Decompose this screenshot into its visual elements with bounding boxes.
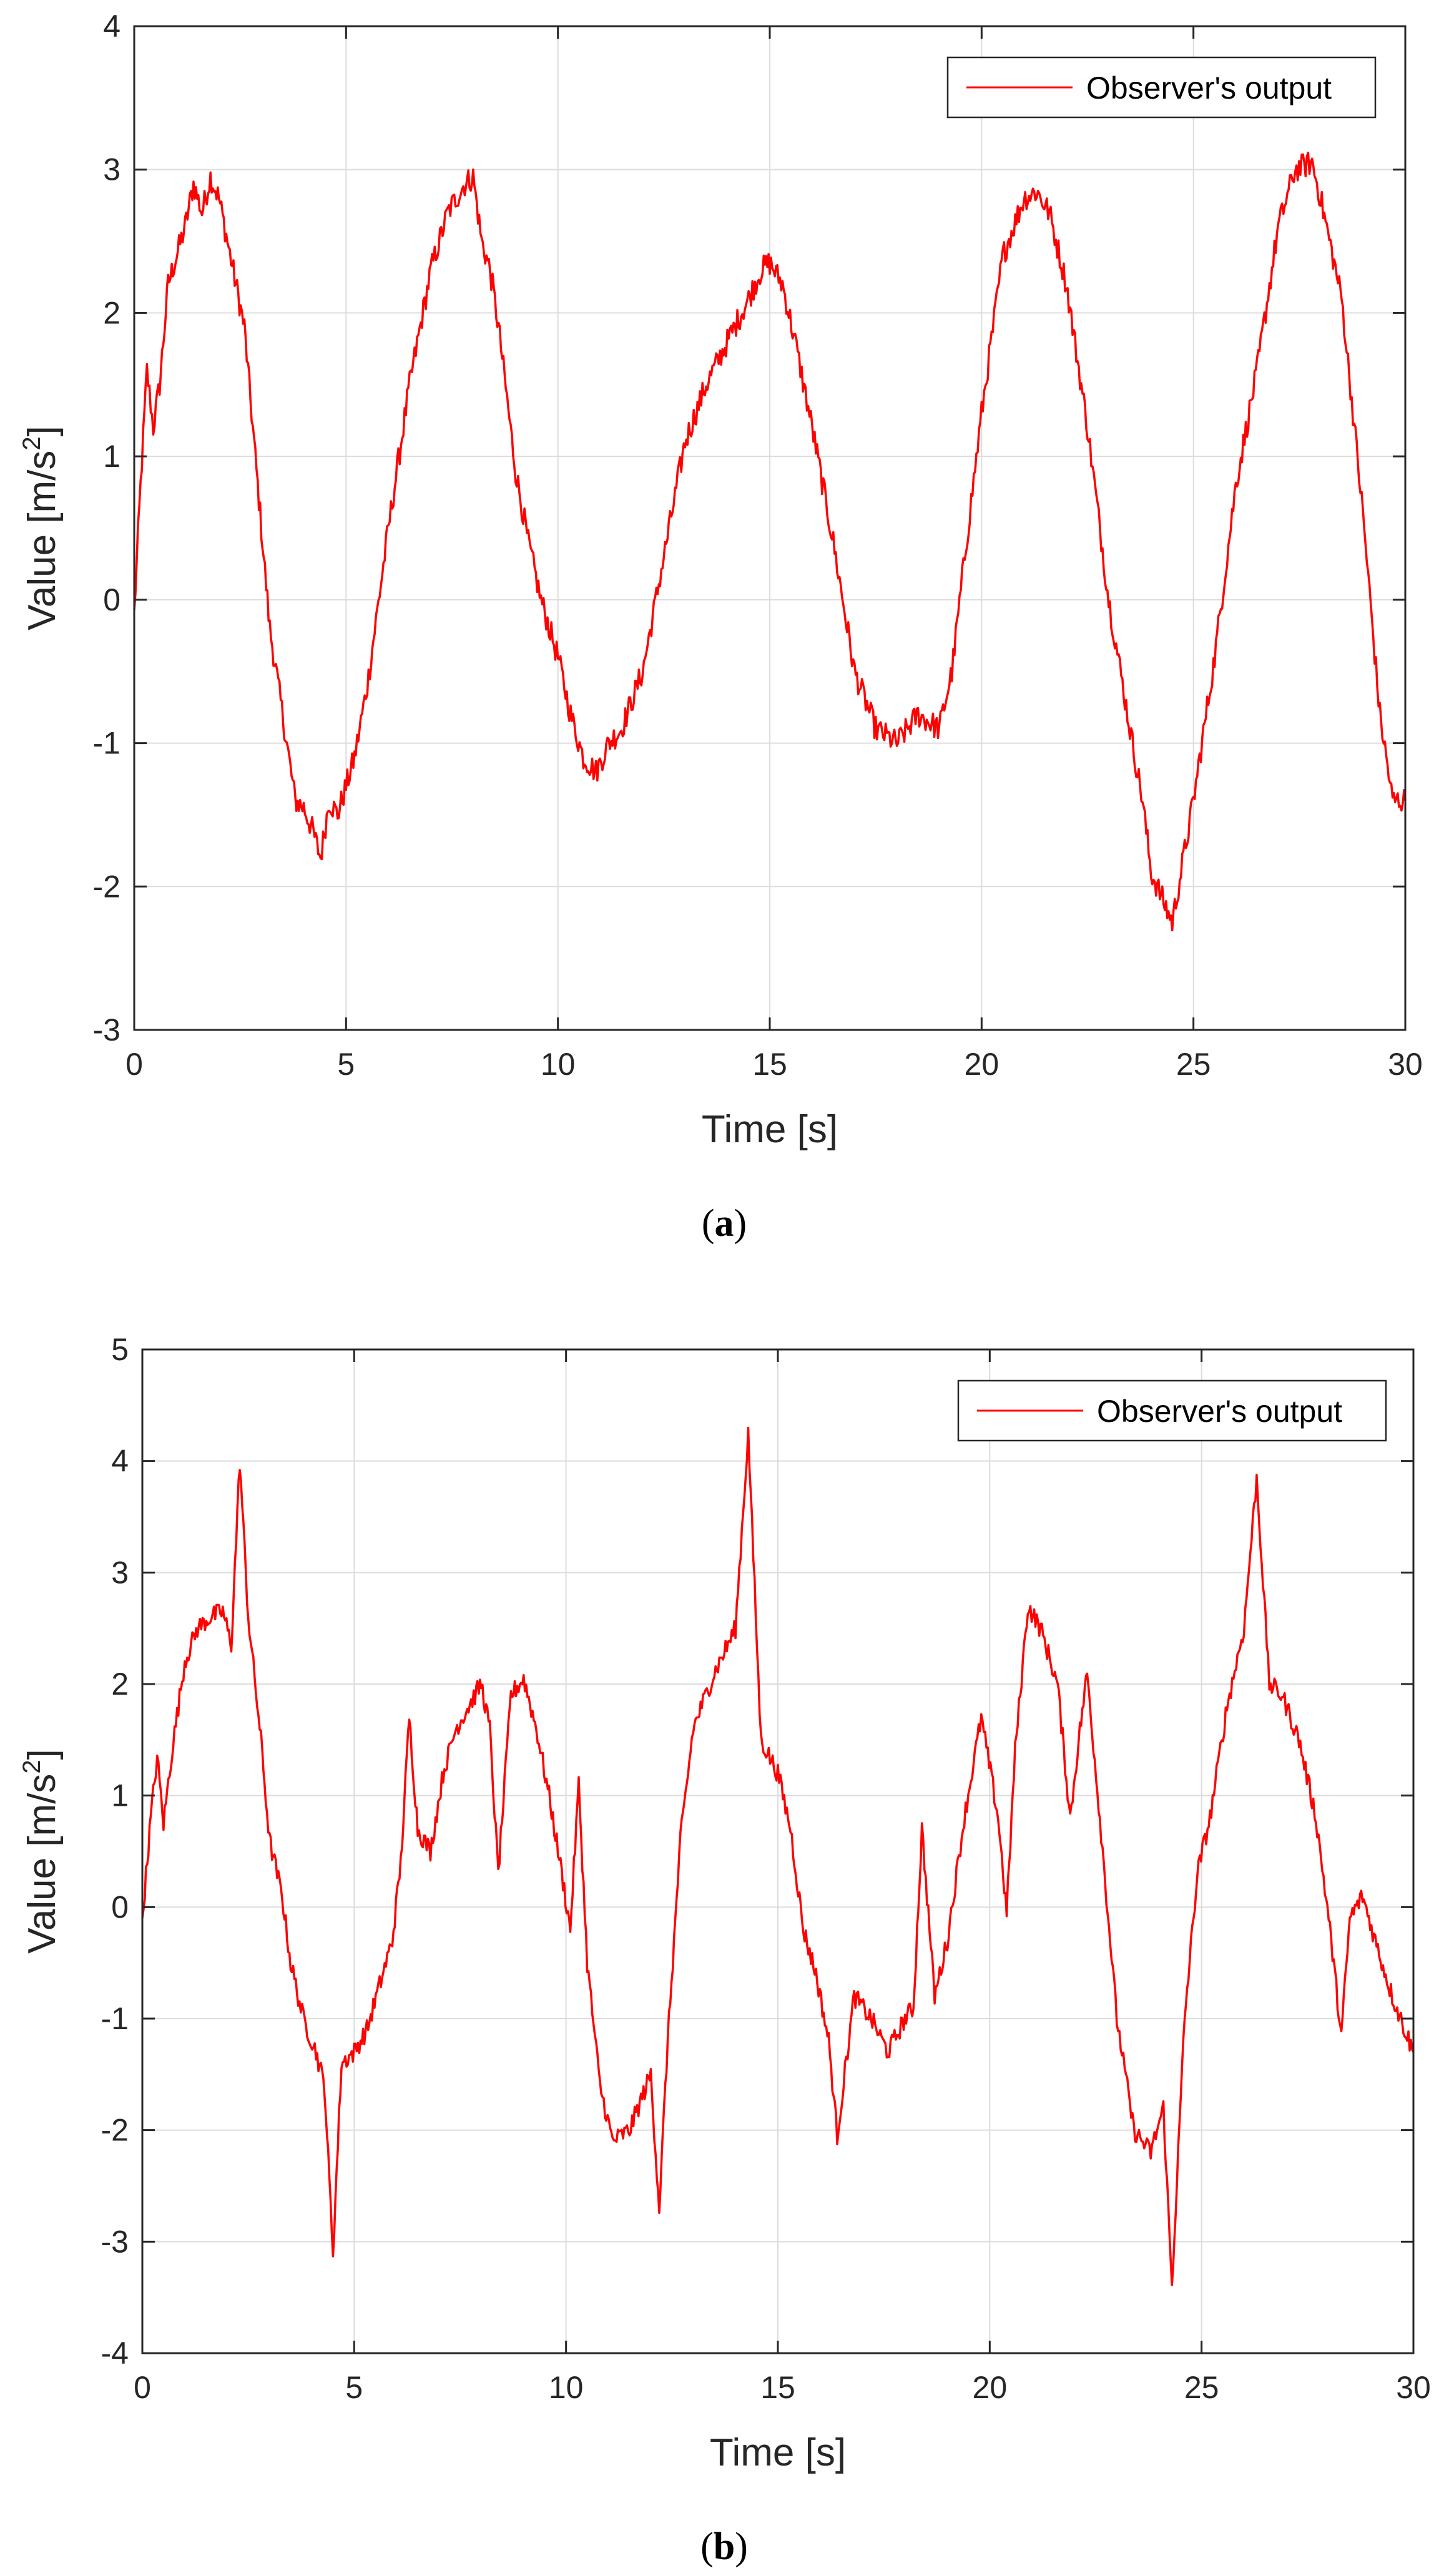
chart-a-x-tick-label: 0 — [125, 1047, 143, 1082]
chart-a-x-tick-label: 25 — [1176, 1047, 1211, 1082]
chart-a-caption: (a) — [702, 1202, 747, 1245]
chart-a-x-tick-label: 10 — [541, 1047, 576, 1082]
chart-b-x-tick-label: 0 — [134, 2370, 151, 2405]
chart-b-y-tick-label: -2 — [101, 2113, 129, 2148]
chart-b-y-tick-label: -1 — [101, 2001, 129, 2036]
chart-b-x-tick-label: 30 — [1396, 2370, 1431, 2405]
chart-a-x-tick-label: 30 — [1388, 1047, 1423, 1082]
chart-a-y-tick-label: 0 — [103, 582, 120, 617]
chart-a-caption-letter: a — [715, 1202, 734, 1245]
chart-b-y-tick-label: 3 — [111, 1555, 129, 1590]
chart-a-y-tick-label: -3 — [93, 1012, 120, 1047]
chart-a-y-tick-label: 4 — [103, 9, 120, 44]
chart-a-y-tick-label: 2 — [103, 295, 120, 330]
chart-a-x-tick-label: 20 — [965, 1047, 1000, 1082]
chart-b-x-tick-label: 5 — [345, 2370, 363, 2405]
chart-b-y-axis-label: Value [m/s2] — [18, 1749, 64, 1954]
chart-b-x-tick-label: 15 — [760, 2370, 795, 2405]
chart-b-caption-letter: b — [714, 2525, 735, 2568]
chart-a-y-axis-label-sup: 2 — [18, 436, 46, 450]
chart-a-y-tick-label: 3 — [103, 152, 120, 187]
chart-b-y-axis-label-suffix: ] — [21, 1749, 64, 1760]
chart-a-y-tick-label: -1 — [93, 726, 120, 761]
chart-b-y-tick-label: 0 — [111, 1889, 129, 1924]
chart-a-tick-labels: 0 5 10 15 20 25 30 -3 -2 -1 0 1 2 3 4 — [93, 9, 1423, 1082]
chart-b-x-tick-label: 20 — [973, 2370, 1008, 2405]
chart-b-caption: (b) — [700, 2525, 748, 2568]
chart-b-y-tick-label: -4 — [101, 2336, 129, 2371]
chart-b-series-line — [141, 1426, 1415, 2286]
chart-b-y-tick-label: 5 — [111, 1332, 129, 1367]
chart-b-legend-label: Observer's output — [1097, 1394, 1342, 1429]
chart-a-series-group — [133, 151, 1407, 932]
chart-b-y-axis-label-prefix: Value [m/s — [21, 1774, 64, 1954]
chart-a-legend: Observer's output — [946, 56, 1377, 119]
chart-b-x-tick-label: 25 — [1184, 2370, 1219, 2405]
chart-a: 0 5 10 15 20 25 30 -3 -2 -1 0 1 2 3 4 Time [s] Value [… — [18, 9, 1423, 1245]
chart-a-y-tick-label: -2 — [93, 869, 120, 904]
chart-a-y-tick-label: 1 — [103, 439, 120, 474]
chart-b-y-tick-label: 4 — [111, 1444, 129, 1479]
chart-a-x-tick-label: 15 — [752, 1047, 787, 1082]
chart-a-legend-label: Observer's output — [1086, 71, 1332, 105]
chart-b-ticks — [141, 1348, 1415, 2354]
chart-b-legend: Observer's output — [957, 1379, 1387, 1442]
chart-b-x-tick-label: 10 — [549, 2370, 584, 2405]
chart-a-y-axis-label-prefix: Value [m/s — [21, 451, 64, 630]
chart-b: 0 5 10 15 20 25 30 -4 -3 -2 -1 0 1 2 3 4 5 Time [s] Valu… — [18, 1332, 1431, 2568]
chart-b-series-group — [141, 1426, 1415, 2286]
chart-b-x-axis-label: Time [s] — [710, 2431, 846, 2474]
chart-a-x-axis-label: Time [s] — [702, 1108, 838, 1151]
chart-a-y-axis-label: Value [m/s2] — [18, 426, 64, 630]
chart-b-y-tick-label: 2 — [111, 1667, 129, 1702]
chart-b-y-tick-label: -3 — [101, 2224, 129, 2259]
chart-b-y-axis-label-sup: 2 — [18, 1760, 46, 1773]
chart-a-series-line — [133, 151, 1407, 932]
chart-a-ticks — [133, 25, 1407, 1031]
chart-b-tick-labels: 0 5 10 15 20 25 30 -4 -3 -2 -1 0 1 2 3 4 5 — [101, 1332, 1431, 2405]
chart-a-x-tick-label: 5 — [337, 1047, 355, 1082]
chart-a-y-axis-label-suffix: ] — [21, 426, 64, 436]
chart-b-y-tick-label: 1 — [111, 1778, 129, 1813]
